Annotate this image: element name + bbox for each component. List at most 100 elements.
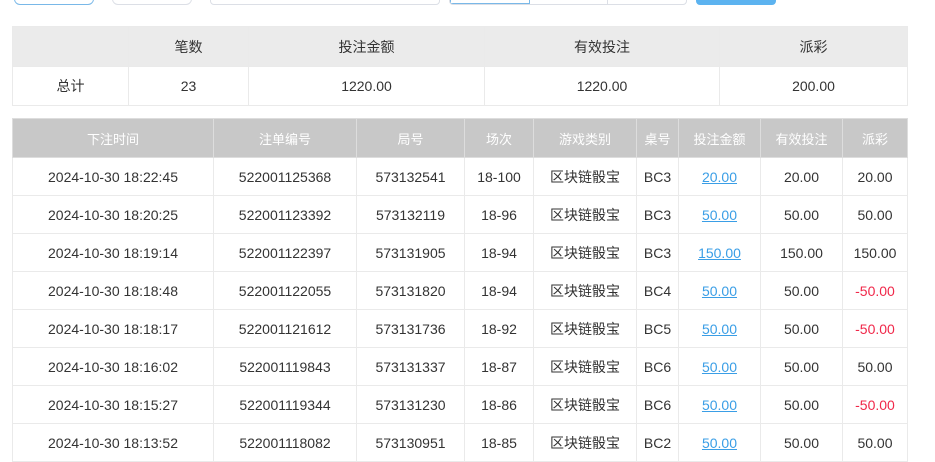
header-payout: 派彩 — [842, 118, 908, 158]
cell-bet-amount: 50.00 — [678, 423, 761, 462]
cell-bet-id: 522001119344 — [213, 385, 357, 424]
table-row: 2024-10-30 18:16:02 522001119843 573131337… — [12, 347, 908, 386]
cell-table-no: BC3 — [636, 157, 679, 196]
cell-session: 18-92 — [464, 309, 534, 348]
cell-bet-time: 2024-10-30 18:16:02 — [12, 347, 214, 386]
cell-valid-bet: 50.00 — [760, 385, 843, 424]
cell-session: 18-100 — [464, 157, 534, 196]
cell-bet-id: 522001122397 — [213, 233, 357, 272]
filter-button-1[interactable] — [14, 0, 94, 5]
summary-table: 笔数 投注金额 有效投注 派彩 总计 23 1220.00 1220.00 20… — [12, 26, 908, 106]
cell-payout: -50.00 — [842, 309, 908, 348]
bet-amount-link[interactable]: 50.00 — [701, 396, 738, 413]
cell-payout: -50.00 — [842, 385, 908, 424]
header-round-id: 局号 — [356, 118, 465, 158]
summary-payout: 200.00 — [719, 66, 908, 106]
cell-valid-bet: 150.00 — [760, 233, 843, 272]
cell-session: 18-85 — [464, 423, 534, 462]
cell-game-type: 区块链骰宝 — [533, 195, 637, 234]
cell-round-id: 573131820 — [356, 271, 465, 310]
header-bet-amount: 投注金额 — [678, 118, 761, 158]
cell-bet-time: 2024-10-30 18:19:14 — [12, 233, 214, 272]
cell-bet-amount: 50.00 — [678, 309, 761, 348]
cell-valid-bet: 50.00 — [760, 309, 843, 348]
cell-bet-amount: 50.00 — [678, 385, 761, 424]
cell-bet-time: 2024-10-30 18:13:52 — [12, 423, 214, 462]
cell-round-id: 573132541 — [356, 157, 465, 196]
cell-session: 18-87 — [464, 347, 534, 386]
cell-bet-id: 522001121612 — [213, 309, 357, 348]
cell-valid-bet: 20.00 — [760, 157, 843, 196]
cell-game-type: 区块链骰宝 — [533, 423, 637, 462]
cell-table-no: BC5 — [636, 309, 679, 348]
cell-bet-id: 522001125368 — [213, 157, 357, 196]
filter-button-2[interactable] — [112, 0, 192, 5]
bet-amount-link[interactable]: 50.00 — [701, 434, 738, 451]
header-valid-bet: 有效投注 — [760, 118, 843, 158]
cell-round-id: 573132119 — [356, 195, 465, 234]
table-header: 下注时间 注单编号 局号 场次 游戏类别 桌号 投注金额 有效投注 派彩 — [12, 118, 908, 158]
cell-bet-id: 522001123392 — [213, 195, 357, 234]
table-row: 2024-10-30 18:22:45 522001125368 573132541… — [12, 157, 908, 196]
header-bet-time: 下注时间 — [12, 118, 214, 158]
cell-valid-bet: 50.00 — [760, 423, 843, 462]
segment-3[interactable] — [608, 0, 686, 4]
cell-bet-amount: 50.00 — [678, 347, 761, 386]
bet-amount-link[interactable]: 150.00 — [698, 244, 741, 261]
header-game-type: 游戏类别 — [533, 118, 637, 158]
table-row: 2024-10-30 18:19:14 522001122397 573131905… — [12, 233, 908, 272]
bet-amount-link[interactable]: 50.00 — [701, 206, 738, 223]
cell-bet-time: 2024-10-30 18:22:45 — [12, 157, 214, 196]
cell-table-no: BC4 — [636, 271, 679, 310]
cell-game-type: 区块链骰宝 — [533, 271, 637, 310]
summary-label: 总计 — [12, 66, 129, 106]
summary-header: 笔数 投注金额 有效投注 派彩 — [12, 26, 908, 67]
cell-bet-time: 2024-10-30 18:18:48 — [12, 271, 214, 310]
cell-table-no: BC3 — [636, 233, 679, 272]
cell-round-id: 573130951 — [356, 423, 465, 462]
cell-payout: 50.00 — [842, 195, 908, 234]
bet-amount-link[interactable]: 50.00 — [701, 282, 738, 299]
segment-1[interactable] — [450, 0, 530, 4]
summary-header-valid: 有效投注 — [484, 26, 720, 67]
cell-bet-id: 522001119843 — [213, 347, 357, 386]
cell-valid-bet: 50.00 — [760, 271, 843, 310]
bet-amount-link[interactable]: 50.00 — [701, 320, 738, 337]
bet-detail-table: 下注时间 注单编号 局号 场次 游戏类别 桌号 投注金额 有效投注 派彩 2024-10-30 … — [12, 118, 908, 462]
cell-table-no: BC3 — [636, 195, 679, 234]
cell-bet-amount: 20.00 — [678, 157, 761, 196]
cell-bet-amount: 50.00 — [678, 195, 761, 234]
date-range-input[interactable] — [210, 0, 440, 5]
bet-amount-link[interactable]: 50.00 — [701, 358, 738, 375]
cell-bet-amount: 50.00 — [678, 271, 761, 310]
header-bet-id: 注单编号 — [213, 118, 357, 158]
cell-bet-time: 2024-10-30 18:18:17 — [12, 309, 214, 348]
cell-bet-time: 2024-10-30 18:20:25 — [12, 195, 214, 234]
cell-round-id: 573131337 — [356, 347, 465, 386]
segment-2[interactable] — [530, 0, 609, 4]
cell-payout: 150.00 — [842, 233, 908, 272]
table-row: 2024-10-30 18:20:25 522001123392 573132119… — [12, 195, 908, 234]
cell-valid-bet: 50.00 — [760, 347, 843, 386]
cell-payout: 20.00 — [842, 157, 908, 196]
cell-game-type: 区块链骰宝 — [533, 233, 637, 272]
cell-table-no: BC2 — [636, 423, 679, 462]
cell-game-type: 区块链骰宝 — [533, 347, 637, 386]
summary-row: 总计 23 1220.00 1220.00 200.00 — [12, 66, 908, 106]
cell-payout: 50.00 — [842, 423, 908, 462]
cell-session: 18-94 — [464, 233, 534, 272]
table-row: 2024-10-30 18:18:17 522001121612 573131736… — [12, 309, 908, 348]
header-session: 场次 — [464, 118, 534, 158]
summary-header-bet: 投注金额 — [248, 26, 485, 67]
cell-game-type: 区块链骰宝 — [533, 385, 637, 424]
segmented-control[interactable] — [449, 0, 687, 5]
cell-bet-id: 522001118082 — [213, 423, 357, 462]
cell-round-id: 573131905 — [356, 233, 465, 272]
cell-valid-bet: 50.00 — [760, 195, 843, 234]
cell-bet-time: 2024-10-30 18:15:27 — [12, 385, 214, 424]
cell-payout: -50.00 — [842, 271, 908, 310]
table-row: 2024-10-30 18:15:27 522001119344 573131230… — [12, 385, 908, 424]
search-button[interactable] — [696, 0, 776, 5]
cell-table-no: BC6 — [636, 385, 679, 424]
bet-amount-link[interactable]: 20.00 — [701, 168, 738, 185]
